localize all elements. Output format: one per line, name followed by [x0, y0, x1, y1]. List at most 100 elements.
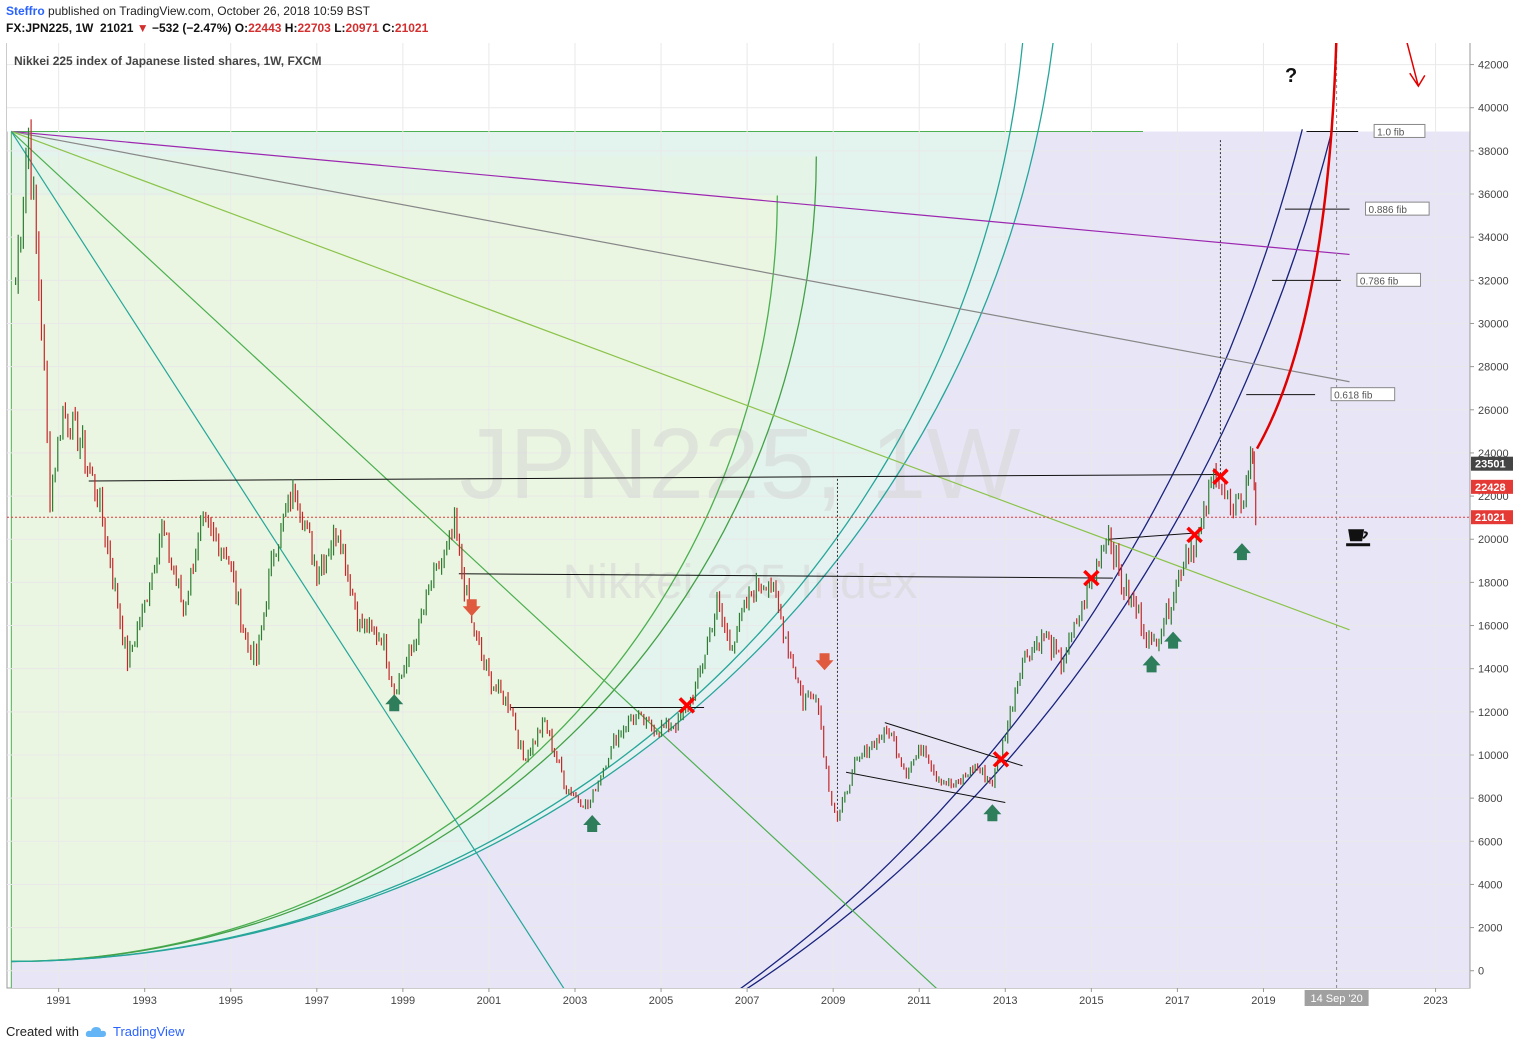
price-tag: [1471, 456, 1513, 471]
x-tick-label: 2011: [907, 995, 931, 1007]
sell-arrow-icon: [815, 653, 834, 671]
coffee-cup-handle-icon: [1362, 531, 1368, 539]
low-label: L:: [334, 21, 346, 35]
y-tick-label: 36000: [1478, 189, 1509, 201]
breakout-x-icon: [1186, 526, 1203, 544]
watermark-symbol: JPN225, 1W: [459, 408, 1021, 520]
y-tick-label: 28000: [1478, 362, 1509, 374]
x-tick-label: 2023: [1423, 995, 1447, 1007]
y-tick-label: 4000: [1478, 879, 1502, 891]
x-tick-label: 2013: [993, 995, 1017, 1007]
x-tick-label: 2015: [1079, 995, 1103, 1007]
y-tick-label: 14000: [1478, 664, 1509, 676]
projection-curve: [1255, 43, 1338, 450]
question-mark-annotation: ?: [1285, 65, 1297, 87]
price-tag-label: 22428: [1475, 482, 1506, 494]
y-tick-label: 30000: [1478, 318, 1509, 330]
coffee-cup-icon: [1348, 529, 1365, 542]
support-line: [458, 573, 1113, 579]
y-tick-label: 22000: [1478, 491, 1509, 503]
y-tick-label: 34000: [1478, 232, 1509, 244]
y-tick-label: 40000: [1478, 103, 1509, 115]
buy-arrow-icon: [983, 804, 1002, 822]
close-label: C:: [382, 21, 395, 35]
fib-arc: [11, 156, 817, 963]
low-value: 20971: [345, 21, 379, 35]
created-with-label: Created with: [6, 1024, 79, 1039]
y-tick-label: 16000: [1478, 621, 1509, 633]
support-line: [845, 771, 1006, 803]
fib-arc: [11, 43, 1054, 963]
tradingview-logo-icon: [85, 1026, 106, 1037]
buy-arrow-icon: [1164, 631, 1183, 649]
time-marker-label: 14 Sep '20: [1310, 993, 1362, 1005]
chart-title: Nikkei 225 index of Japanese listed shar…: [14, 54, 321, 68]
breakout-x-icon: [992, 751, 1010, 768]
x-tick-label: 2003: [563, 995, 587, 1007]
x-tick-label: 2009: [821, 995, 845, 1007]
y-tick-label: 0: [1478, 966, 1484, 978]
projection-arrow: [1406, 43, 1426, 88]
last-price: 21021: [100, 21, 134, 35]
x-tick-label: 1991: [46, 995, 70, 1007]
support-line: [1108, 532, 1199, 540]
buy-arrow-icon: [583, 815, 602, 833]
fan-line: [11, 130, 1350, 383]
open-label: O:: [234, 21, 249, 35]
ohlc-bar: FX:JPN225, 1W 21021 ▼ −532 (−2.47%) O:22…: [6, 21, 428, 35]
open-value: 22443: [248, 21, 282, 35]
high-label: H:: [284, 21, 298, 35]
fib-label: 1.0 fib: [1377, 127, 1405, 138]
price-chart[interactable]: JPN225, 1W Nikkei 225 Index 1.0 fib 0.886…: [0, 43, 1519, 1016]
y-tick-label: 26000: [1478, 405, 1509, 417]
fan-line: [11, 130, 1350, 631]
y-tick-label: 38000: [1478, 146, 1509, 158]
buy-arrow-icon: [1142, 655, 1161, 673]
tradingview-link[interactable]: TradingView: [112, 1024, 185, 1039]
published-text: published on TradingView.com, October 26…: [48, 4, 370, 18]
y-tick-label: 32000: [1478, 275, 1509, 287]
fib-label-box: [1373, 123, 1426, 138]
price-tag: [1471, 510, 1513, 525]
author-link[interactable]: Steffro: [6, 4, 45, 18]
fib-arc: [11, 195, 778, 963]
x-tick-label: 2019: [1251, 995, 1275, 1007]
breakout-x-icon: [1083, 569, 1100, 587]
y-tick-label: 42000: [1478, 60, 1509, 72]
fib-label-box: [1356, 272, 1422, 287]
y-tick-label: 10000: [1478, 750, 1509, 762]
blue-arc: [740, 129, 1303, 988]
price-tag: [1471, 479, 1513, 494]
footer: Created with TradingView: [6, 1024, 185, 1039]
y-tick-label: 2000: [1478, 923, 1502, 935]
zone-top-blank: [7, 43, 1470, 132]
fib-label: 0.618 fib: [1334, 391, 1373, 402]
fan-line: [11, 130, 1350, 256]
y-tick-label: 6000: [1478, 836, 1502, 848]
close-value: 21021: [394, 21, 429, 35]
y-tick-label: 18000: [1478, 577, 1509, 589]
price-change: −532 (−2.47%): [152, 21, 232, 35]
fib-label: 0.786 fib: [1360, 276, 1399, 287]
breakout-x-icon: [1212, 468, 1229, 485]
x-tick-label: 1993: [132, 995, 156, 1007]
fan-line: [10, 131, 565, 988]
coffee-saucer-icon: [1346, 543, 1371, 547]
fib-label-box: [1365, 201, 1430, 216]
breakout-x-icon: [678, 697, 696, 714]
publish-info: Steffro published on TradingView.com, Oc…: [6, 4, 370, 18]
x-tick-label: 1999: [391, 995, 415, 1007]
fib-arc-fill: [11, 195, 778, 962]
price-tag-label: 23501: [1475, 459, 1506, 471]
fib-arc: [11, 43, 1024, 963]
y-tick-label: 12000: [1478, 707, 1509, 719]
support-line: [88, 474, 1221, 482]
price-tag-label: 21021: [1475, 512, 1506, 524]
x-tick-label: 2007: [735, 995, 759, 1007]
buy-arrow-icon: [1232, 543, 1251, 561]
x-tick-label: 1995: [219, 995, 243, 1007]
fib-label: 0.886 fib: [1369, 205, 1408, 216]
high-value: 22703: [297, 21, 331, 35]
sell-arrow-icon: [462, 599, 481, 617]
blue-arc: [746, 129, 1333, 988]
